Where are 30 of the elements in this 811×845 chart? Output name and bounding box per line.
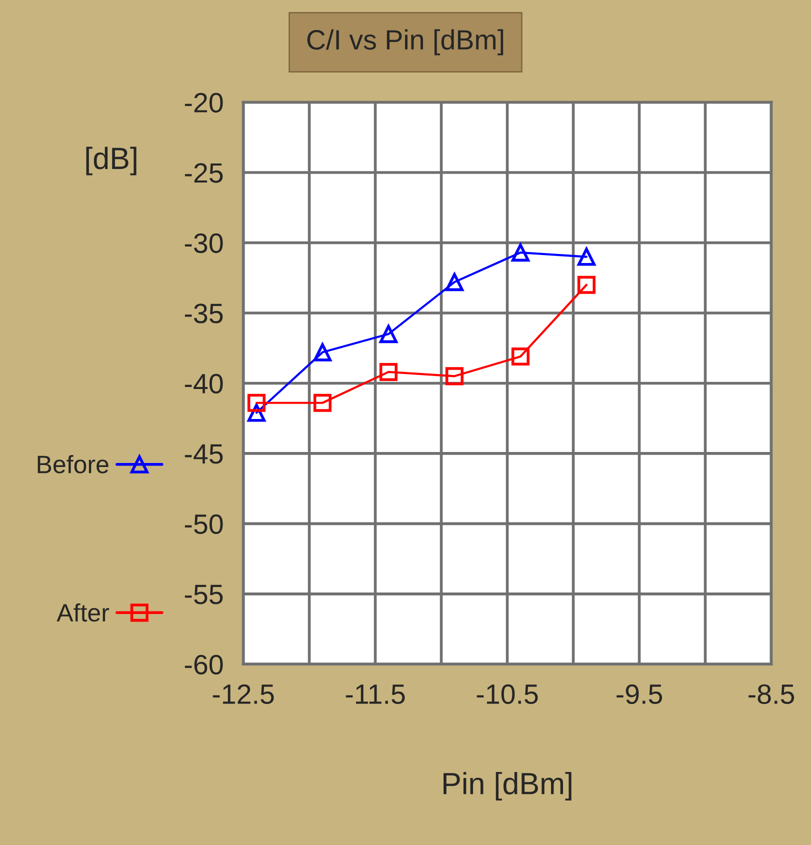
x-tick-label: -11.5 (346, 684, 405, 704)
point (445, 273, 464, 292)
point (379, 362, 398, 381)
x-axis-title: Pin [dBm] (444, 772, 572, 800)
y-tick-label: -20 (184, 92, 223, 113)
y-tick-label: -35 (184, 304, 223, 324)
x-tick-label: -9.5 (616, 684, 662, 704)
point (511, 244, 530, 262)
point (247, 394, 266, 412)
legend-label: Before (38, 455, 108, 474)
y-axis-title: [dB] (86, 146, 136, 176)
y-tick-label: -30 (184, 233, 223, 254)
x-tick-label: -10.5 (476, 684, 538, 704)
point (577, 276, 596, 294)
point (577, 248, 596, 266)
chart-title: C/I vs Pin [dBm] (307, 29, 504, 56)
y-tick-label: -40 (184, 374, 223, 394)
point (445, 367, 464, 386)
y-tick-label: -60 (184, 654, 223, 675)
point (313, 343, 332, 362)
point (511, 347, 530, 366)
point (379, 325, 398, 344)
legend-label: After (56, 603, 110, 622)
y-tick-label: -55 (184, 584, 223, 604)
x-tick-label: -8.5 (748, 684, 794, 704)
point (313, 394, 332, 412)
y-tick-label: -50 (184, 514, 223, 534)
y-tick-label: -45 (184, 444, 223, 464)
y-tick-label: -25 (184, 163, 223, 183)
x-tick-label: -12.5 (212, 684, 274, 704)
